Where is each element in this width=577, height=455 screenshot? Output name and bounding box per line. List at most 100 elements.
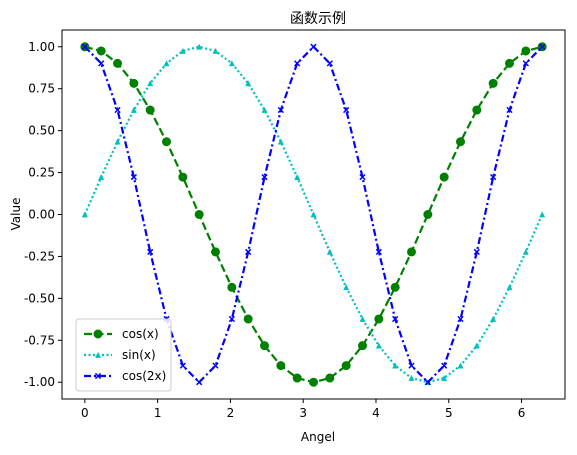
data-point bbox=[228, 60, 235, 67]
data-point bbox=[539, 43, 546, 50]
x-tick-label: 2 bbox=[227, 406, 235, 420]
data-point bbox=[179, 47, 186, 54]
data-point bbox=[81, 43, 88, 50]
series-sin(x) bbox=[81, 43, 546, 386]
chart-title: 函数示例 bbox=[290, 11, 346, 27]
data-point bbox=[212, 47, 219, 54]
series-layer bbox=[80, 42, 547, 387]
data-point bbox=[129, 78, 139, 88]
data-point bbox=[490, 173, 497, 181]
data-point bbox=[261, 173, 268, 181]
data-point bbox=[98, 60, 105, 67]
data-point bbox=[392, 315, 399, 323]
data-point bbox=[439, 172, 449, 182]
data-point bbox=[96, 46, 106, 56]
x-tick-label: 6 bbox=[518, 406, 526, 420]
data-point bbox=[310, 211, 317, 218]
data-point bbox=[294, 60, 301, 67]
legend-item: sin(x) bbox=[84, 348, 156, 362]
data-point bbox=[375, 342, 382, 349]
data-point bbox=[424, 379, 431, 386]
y-tick-label: 0.25 bbox=[28, 166, 55, 180]
data-point bbox=[245, 80, 252, 87]
data-point bbox=[196, 379, 203, 386]
data-point bbox=[227, 282, 237, 292]
data-point bbox=[490, 315, 497, 322]
y-tick-label: -0.50 bbox=[24, 291, 55, 305]
legend-label: cos(2x) bbox=[122, 369, 166, 383]
legend-item: cos(x) bbox=[84, 327, 159, 341]
y-tick-label: 0.75 bbox=[28, 82, 55, 96]
data-point bbox=[261, 106, 268, 113]
data-point bbox=[472, 105, 482, 115]
data-point bbox=[326, 60, 333, 67]
data-point bbox=[407, 247, 417, 257]
data-point bbox=[423, 210, 433, 219]
data-point bbox=[130, 106, 137, 113]
data-point bbox=[359, 173, 366, 181]
data-point bbox=[522, 60, 529, 67]
data-point bbox=[441, 362, 448, 369]
data-point bbox=[441, 374, 448, 381]
data-point bbox=[228, 315, 235, 323]
data-point bbox=[212, 362, 219, 369]
data-point bbox=[211, 247, 221, 257]
data-point bbox=[310, 43, 317, 50]
data-point bbox=[245, 248, 252, 256]
data-point bbox=[392, 362, 399, 369]
x-tick-label: 1 bbox=[154, 406, 162, 420]
data-point bbox=[194, 210, 204, 219]
data-point bbox=[326, 248, 333, 255]
y-tick-label: 1.00 bbox=[28, 40, 55, 54]
legend-item: cos(2x) bbox=[84, 369, 166, 383]
data-point bbox=[145, 105, 155, 115]
data-point bbox=[98, 173, 105, 180]
legend: cos(x) sin(x) cos(2x) bbox=[75, 318, 172, 392]
data-point bbox=[375, 248, 382, 256]
data-point bbox=[114, 106, 121, 114]
x-tick-label: 3 bbox=[299, 406, 307, 420]
y-tick-label: 0.00 bbox=[28, 208, 55, 222]
data-point bbox=[277, 106, 284, 114]
data-point bbox=[473, 248, 480, 256]
y-axis-label: Value bbox=[9, 198, 23, 231]
data-point bbox=[408, 362, 415, 369]
data-point bbox=[455, 137, 465, 147]
data-point bbox=[163, 60, 170, 67]
data-point bbox=[292, 373, 302, 383]
data-point bbox=[539, 211, 546, 218]
legend-marker bbox=[94, 351, 102, 358]
data-point bbox=[506, 106, 513, 114]
data-point bbox=[343, 284, 350, 291]
x-axis-ticks: 0 1 2 3 4 5 6 bbox=[81, 399, 525, 420]
legend-label: sin(x) bbox=[122, 348, 156, 362]
data-point bbox=[162, 137, 172, 147]
data-point bbox=[473, 342, 480, 349]
data-point bbox=[276, 361, 286, 371]
data-point bbox=[325, 373, 335, 383]
data-point bbox=[196, 43, 203, 50]
x-tick-label: 0 bbox=[81, 406, 89, 420]
data-point bbox=[130, 173, 137, 181]
data-point bbox=[359, 315, 366, 322]
data-point bbox=[506, 284, 513, 291]
y-tick-label: -0.25 bbox=[24, 249, 55, 263]
y-tick-label: -1.00 bbox=[24, 375, 55, 389]
data-point bbox=[457, 362, 464, 369]
data-point bbox=[457, 315, 464, 323]
data-point bbox=[504, 58, 514, 68]
data-point bbox=[243, 314, 253, 324]
data-point bbox=[113, 58, 123, 68]
data-point bbox=[358, 341, 368, 351]
x-tick-label: 5 bbox=[445, 406, 453, 420]
data-point bbox=[521, 46, 531, 56]
x-tick-label: 4 bbox=[372, 406, 380, 420]
data-point bbox=[341, 361, 351, 371]
data-point bbox=[294, 173, 301, 180]
data-point bbox=[522, 248, 529, 255]
data-point bbox=[147, 80, 154, 87]
data-point bbox=[277, 138, 284, 145]
data-point bbox=[81, 211, 88, 218]
legend-marker bbox=[94, 372, 102, 380]
